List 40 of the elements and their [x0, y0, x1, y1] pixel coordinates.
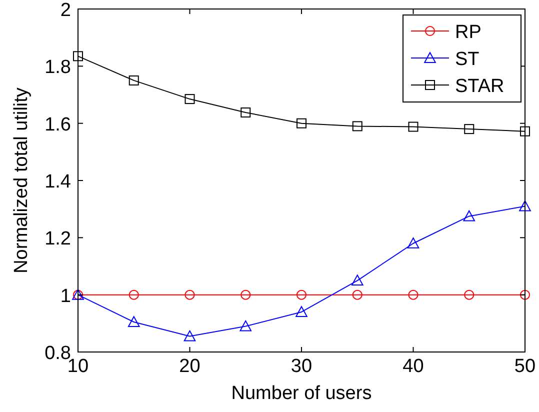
point — [128, 316, 140, 327]
point — [352, 121, 362, 132]
point — [240, 107, 251, 118]
y-tick-label: 1.2 — [44, 228, 71, 250]
point — [184, 330, 196, 342]
point — [296, 290, 306, 300]
y-tick-label: 1.4 — [44, 172, 72, 192]
point — [240, 320, 252, 332]
y-axis-title: Normalized total utility — [11, 87, 32, 274]
point — [408, 290, 418, 300]
x-tick-label: 20 — [179, 356, 200, 377]
point — [464, 124, 474, 134]
y-tick-label: 2 — [60, 0, 71, 21]
x-tick-label: 30 — [290, 356, 312, 377]
point — [352, 290, 362, 300]
point — [128, 290, 139, 300]
point — [463, 210, 476, 222]
point — [519, 200, 531, 212]
legend-label: STAR — [455, 76, 504, 97]
point — [520, 290, 530, 300]
x-tick-label: 40 — [402, 356, 424, 377]
point — [73, 51, 83, 62]
y-tick-label: 1 — [60, 286, 71, 307]
y-tick-label: 1.8 — [44, 57, 71, 78]
point — [128, 75, 139, 86]
point — [296, 306, 308, 317]
point — [184, 290, 195, 300]
legend-label: RP — [455, 22, 482, 43]
point — [407, 237, 420, 248]
y-tick-label: 1.6 — [44, 114, 71, 136]
point — [184, 94, 195, 104]
legend-label: ST — [455, 49, 480, 70]
point — [351, 274, 364, 286]
point — [240, 290, 251, 300]
point — [296, 118, 306, 128]
x-tick-label: 50 — [514, 356, 536, 377]
x-axis-title: Number of users — [231, 383, 372, 404]
point — [464, 290, 474, 300]
point — [408, 122, 418, 132]
point — [520, 126, 530, 136]
